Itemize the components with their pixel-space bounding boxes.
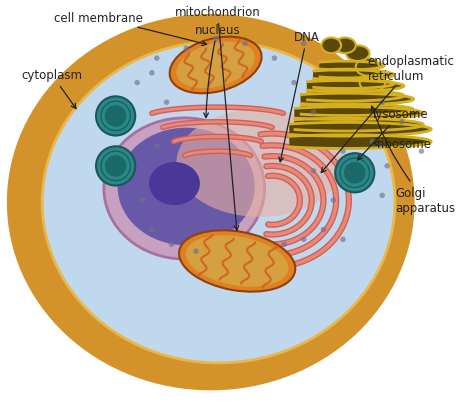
Polygon shape [301,94,414,116]
Circle shape [321,227,326,233]
Circle shape [149,71,155,76]
Text: DNA: DNA [279,31,320,162]
Ellipse shape [42,43,395,363]
Ellipse shape [104,119,264,259]
Circle shape [282,242,287,247]
Ellipse shape [118,128,255,246]
Ellipse shape [170,38,262,94]
Text: nucleus: nucleus [195,23,240,118]
Circle shape [139,198,145,203]
Circle shape [380,193,385,198]
Circle shape [154,144,160,150]
Polygon shape [320,62,384,79]
Ellipse shape [176,43,255,89]
Text: ribosome: ribosome [374,137,432,151]
Circle shape [301,237,307,243]
Circle shape [96,97,135,136]
Polygon shape [314,71,394,89]
Circle shape [154,56,160,62]
Circle shape [384,164,390,169]
Text: lysosome: lysosome [357,108,428,160]
Circle shape [301,42,307,47]
Circle shape [213,37,219,42]
Circle shape [340,149,346,155]
Ellipse shape [334,38,356,54]
Circle shape [149,227,155,233]
Circle shape [96,147,135,186]
Ellipse shape [186,236,289,287]
Text: mitochondrion: mitochondrion [175,6,260,231]
Circle shape [242,42,248,47]
Circle shape [311,169,316,174]
Circle shape [183,47,189,52]
Circle shape [169,242,174,247]
Text: Golgi
apparatus: Golgi apparatus [371,107,455,215]
Ellipse shape [360,74,385,92]
Circle shape [291,81,297,86]
Ellipse shape [321,38,341,54]
Ellipse shape [179,231,295,292]
Circle shape [311,110,316,115]
Ellipse shape [356,59,379,76]
Polygon shape [308,81,404,102]
Ellipse shape [149,163,200,206]
Circle shape [164,100,169,106]
Circle shape [330,198,336,203]
Circle shape [135,81,140,86]
Ellipse shape [7,15,415,390]
Circle shape [399,120,405,125]
Text: cell membrane: cell membrane [54,12,207,46]
Circle shape [380,100,385,106]
Circle shape [340,237,346,243]
Polygon shape [295,108,423,132]
Polygon shape [290,123,431,149]
Text: cytoplasm: cytoplasm [21,69,82,109]
Circle shape [370,139,375,145]
Ellipse shape [176,110,343,217]
Circle shape [419,149,424,155]
Circle shape [272,56,277,62]
Ellipse shape [346,46,369,62]
Text: endoplasmatic
reticulum: endoplasmatic reticulum [321,55,455,173]
Circle shape [335,154,374,193]
Circle shape [193,249,199,254]
Circle shape [105,106,127,127]
Circle shape [344,163,365,184]
Circle shape [105,156,127,177]
